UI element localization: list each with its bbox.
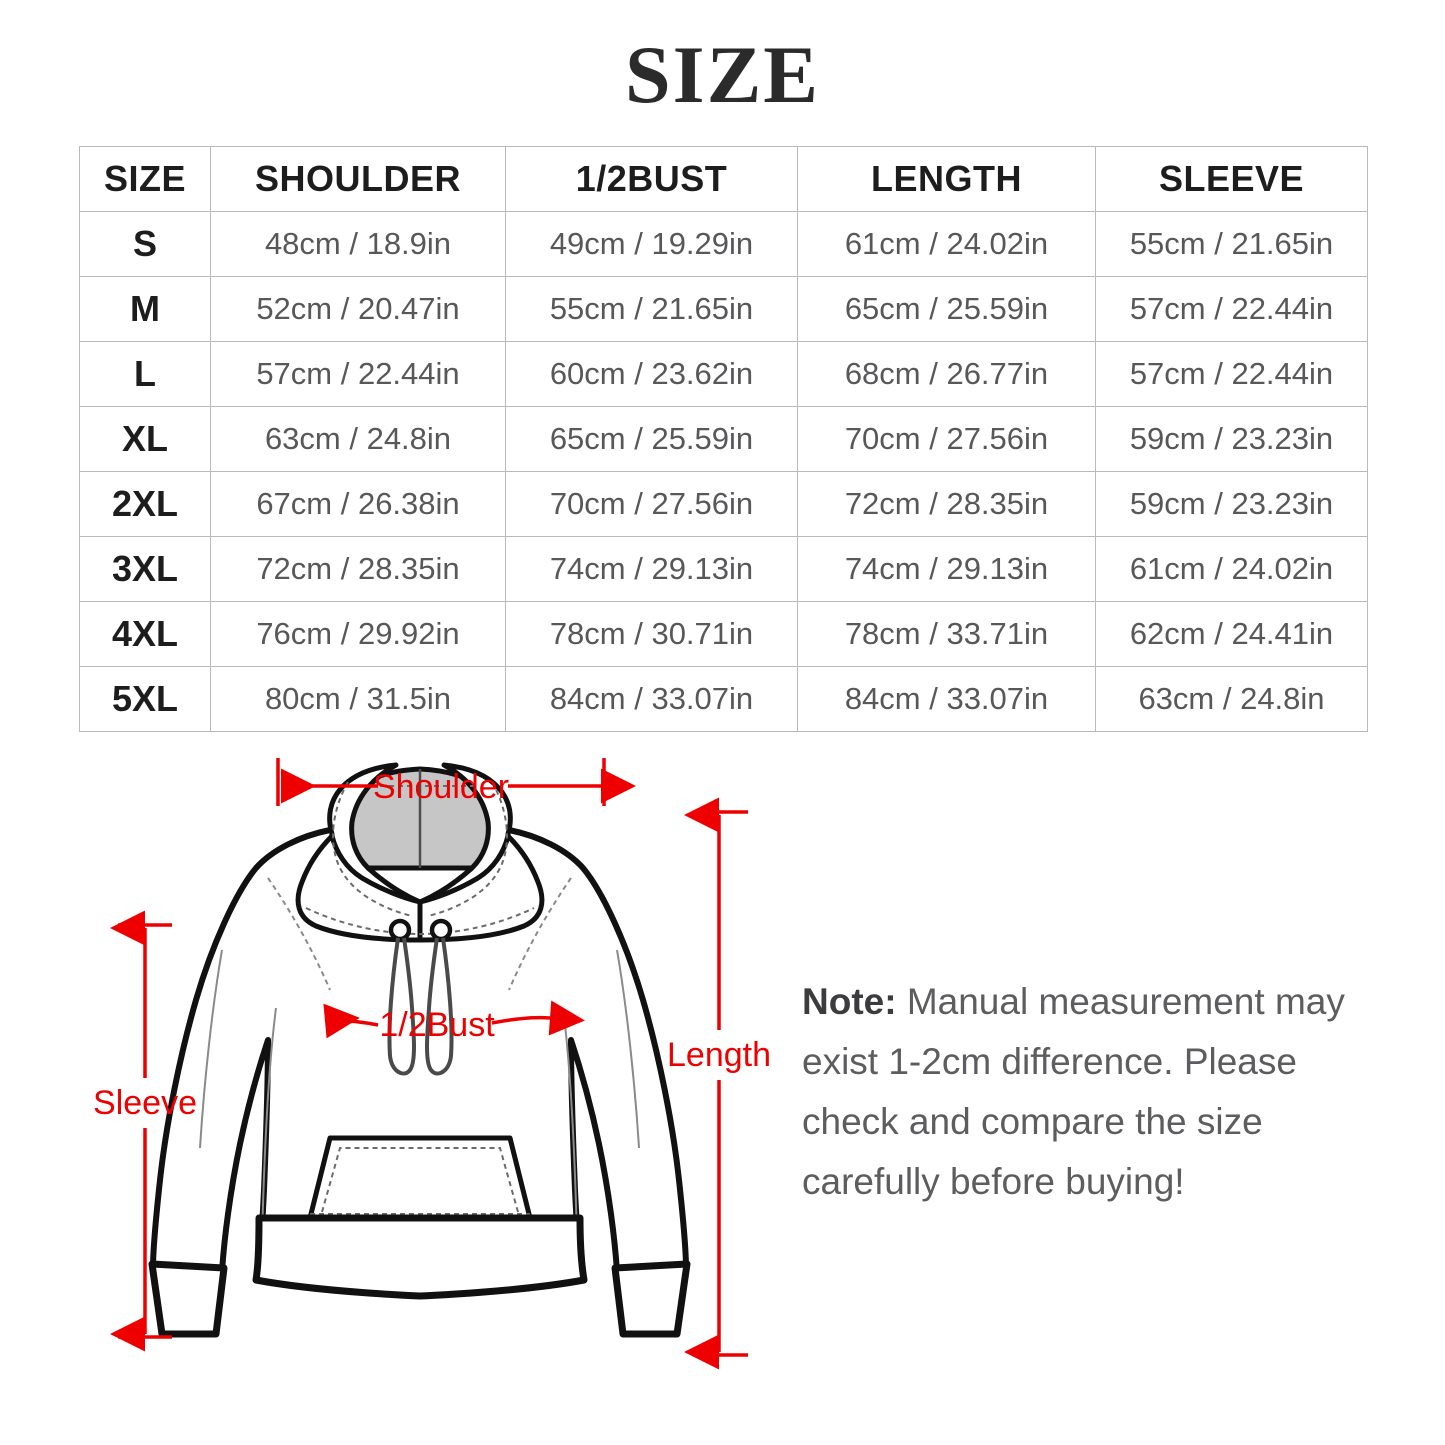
table-row: M 52cm / 20.47in 55cm / 21.65in 65cm / 2…: [79, 276, 1368, 342]
length-measurement: Length: [667, 797, 771, 1370]
cell-bust: 74cm / 29.13in: [505, 536, 798, 602]
cell-shoulder: 72cm / 28.35in: [210, 536, 506, 602]
measurement-note: Note: Manual measurement may exist 1-2cm…: [802, 972, 1372, 1212]
shoulder-measurement: Shoulder: [276, 758, 636, 806]
cell-size: 3XL: [79, 536, 211, 602]
cell-bust: 78cm / 30.71in: [505, 601, 798, 667]
column-header-length: LENGTH: [797, 146, 1096, 212]
table-row: XL 63cm / 24.8in 65cm / 25.59in 70cm / 2…: [79, 406, 1368, 472]
cell-bust: 65cm / 25.59in: [505, 406, 798, 472]
cuff-right: [611, 1260, 691, 1338]
cell-length: 74cm / 29.13in: [797, 536, 1096, 602]
shoulder-seam-right: [508, 877, 572, 991]
cell-sleeve: 57cm / 22.44in: [1095, 341, 1368, 407]
cell-sleeve: 61cm / 24.02in: [1095, 536, 1368, 602]
page-title: SIZE: [625, 29, 820, 120]
cell-sleeve: 59cm / 23.23in: [1095, 406, 1368, 472]
note-label: Note:: [802, 981, 897, 1022]
sleeve-label: Sleeve: [93, 1084, 197, 1122]
cell-shoulder: 52cm / 20.47in: [210, 276, 506, 342]
drawstring-left: [387, 937, 416, 1076]
hood-collar-right: [417, 833, 545, 943]
cell-size: 5XL: [79, 666, 211, 732]
cell-length: 65cm / 25.59in: [797, 276, 1096, 342]
bust-arrow-right: [491, 1000, 585, 1036]
size-table: SIZE SHOULDER 1/2BUST LENGTH SLEEVE S 48…: [79, 146, 1368, 732]
length-label: Length: [667, 1036, 771, 1074]
hood-stitch-right: [427, 781, 508, 917]
cell-length: 84cm / 33.07in: [797, 666, 1096, 732]
cell-size: 4XL: [79, 601, 211, 667]
hoodie-illustration: [148, 762, 691, 1338]
side-seam-left: [261, 1007, 277, 1241]
shoulder-label: Shoulder: [373, 768, 509, 806]
bust-measurement: 1/2Bust: [323, 1000, 585, 1044]
collar-stitch: [305, 907, 535, 936]
bottom-hem: [252, 1214, 588, 1300]
cell-shoulder: 63cm / 24.8in: [210, 406, 506, 472]
cell-bust: 55cm / 21.65in: [505, 276, 798, 342]
note-text: Manual measurement may exist 1-2cm diffe…: [802, 981, 1345, 1202]
cuff-left: [148, 1260, 228, 1338]
shoulder-seam-left: [267, 877, 331, 991]
cell-size: 2XL: [79, 471, 211, 537]
cell-size: S: [79, 211, 211, 277]
cell-size: M: [79, 276, 211, 342]
table-header-row: SIZE SHOULDER 1/2BUST LENGTH SLEEVE: [79, 146, 1368, 212]
table-row: 2XL 67cm / 26.38in 70cm / 27.56in 72cm /…: [79, 471, 1368, 537]
column-header-bust: 1/2BUST: [505, 146, 798, 212]
table-row: S 48cm / 18.9in 49cm / 19.29in 61cm / 24…: [79, 211, 1368, 277]
cell-shoulder: 67cm / 26.38in: [210, 471, 506, 537]
bust-arrow-left: [323, 1003, 379, 1039]
cell-length: 72cm / 28.35in: [797, 471, 1096, 537]
table-row: 4XL 76cm / 29.92in 78cm / 30.71in 78cm /…: [79, 601, 1368, 667]
cell-bust: 84cm / 33.07in: [505, 666, 798, 732]
hoodie-measurement-diagram: Shoulder 1/2Bust Length: [0, 740, 860, 1400]
cell-bust: 70cm / 27.56in: [505, 471, 798, 537]
cell-size: L: [79, 341, 211, 407]
cell-length: 70cm / 27.56in: [797, 406, 1096, 472]
column-header-shoulder: SHOULDER: [210, 146, 506, 212]
drawstring-right: [425, 937, 454, 1076]
cell-shoulder: 57cm / 22.44in: [210, 341, 506, 407]
cell-sleeve: 63cm / 24.8in: [1095, 666, 1368, 732]
sleeve-fold-right: [616, 949, 640, 1149]
sleeve-measurement: Sleeve: [93, 910, 197, 1352]
cell-size: XL: [79, 406, 211, 472]
cell-bust: 49cm / 19.29in: [505, 211, 798, 277]
cell-length: 68cm / 26.77in: [797, 341, 1096, 407]
cell-sleeve: 59cm / 23.23in: [1095, 471, 1368, 537]
cell-sleeve: 57cm / 22.44in: [1095, 276, 1368, 342]
hood-stitch-left: [332, 781, 413, 917]
cell-bust: 60cm / 23.62in: [505, 341, 798, 407]
table-row: 5XL 80cm / 31.5in 84cm / 33.07in 84cm / …: [79, 666, 1368, 732]
bust-label: 1/2Bust: [379, 1006, 495, 1044]
column-header-sleeve: SLEEVE: [1095, 146, 1368, 212]
sleeve-fold-left: [199, 949, 223, 1149]
cell-shoulder: 48cm / 18.9in: [210, 211, 506, 277]
cell-length: 78cm / 33.71in: [797, 601, 1096, 667]
column-header-size: SIZE: [79, 146, 211, 212]
cell-length: 61cm / 24.02in: [797, 211, 1096, 277]
table-row: L 57cm / 22.44in 60cm / 23.62in 68cm / 2…: [79, 341, 1368, 407]
cell-sleeve: 55cm / 21.65in: [1095, 211, 1368, 277]
drawstring-eyelet-right: [429, 918, 453, 942]
kangaroo-pocket: [307, 1135, 533, 1221]
kangaroo-pocket-stitch: [321, 1147, 519, 1213]
cell-shoulder: 80cm / 31.5in: [210, 666, 506, 732]
cell-sleeve: 62cm / 24.41in: [1095, 601, 1368, 667]
cell-shoulder: 76cm / 29.92in: [210, 601, 506, 667]
table-row: 3XL 72cm / 28.35in 74cm / 29.13in 74cm /…: [79, 536, 1368, 602]
hood-collar-left: [295, 833, 423, 943]
drawstring-eyelet-left: [388, 918, 412, 942]
